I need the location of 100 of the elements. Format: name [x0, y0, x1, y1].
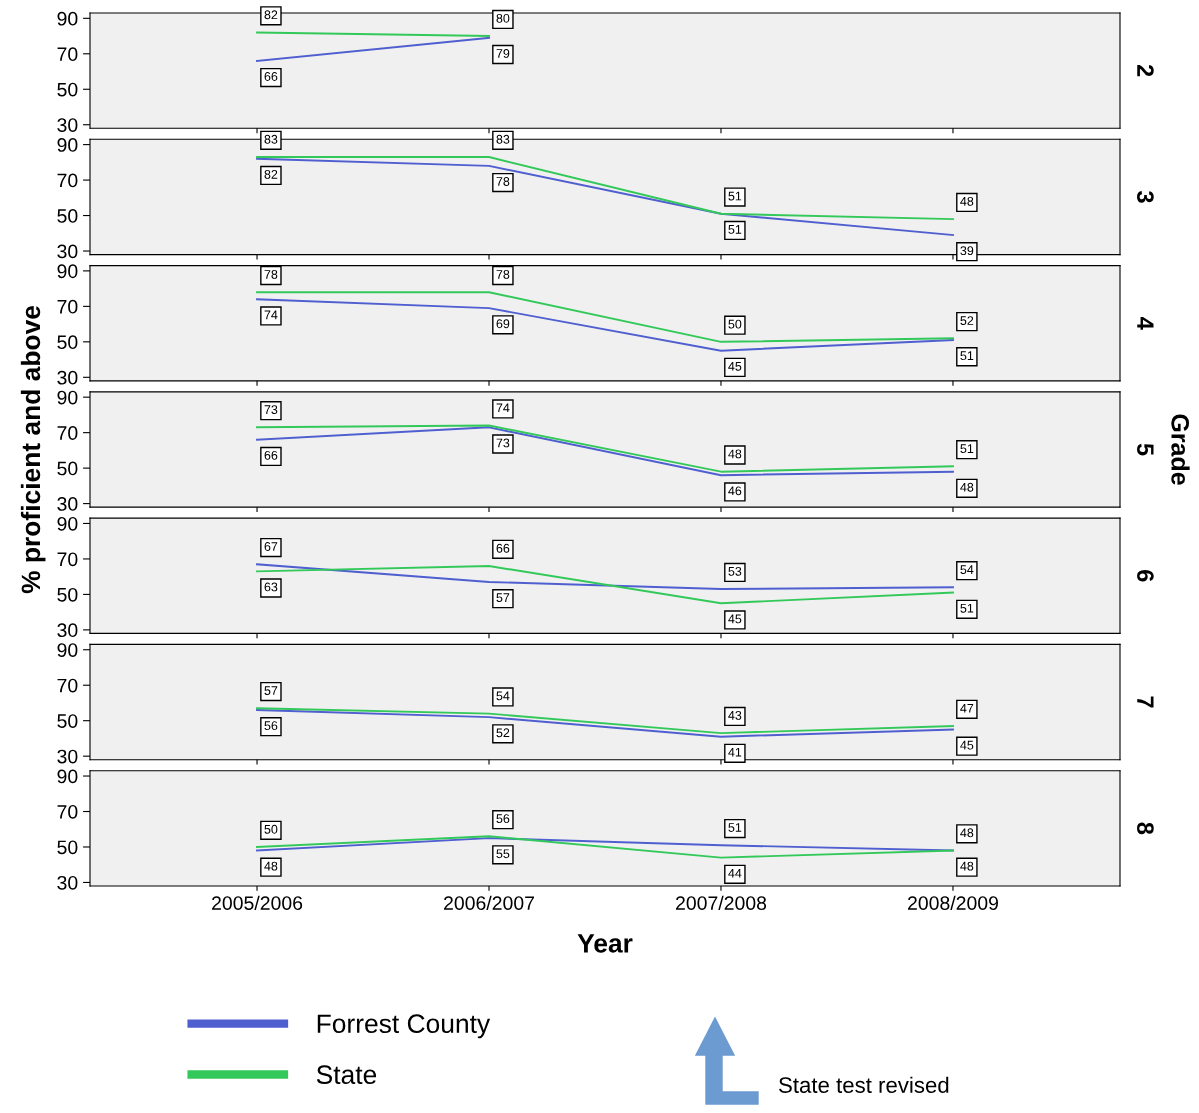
y-axis-title: % proficient and above — [20, 305, 46, 594]
y2-axis-title: 4 — [1137, 317, 1154, 330]
y-tick-label: 70 — [57, 47, 78, 62]
y-tick-label: 70 — [57, 804, 78, 819]
line-series — [256, 565, 954, 605]
y-tick-label: 30 — [57, 875, 78, 890]
data-label: 66 — [264, 72, 278, 81]
line-series — [256, 157, 954, 237]
data-label: 48 — [960, 482, 974, 492]
data-label: 51 — [960, 444, 974, 454]
data-label: 48 — [728, 449, 742, 459]
x-axis-title: Year — [577, 934, 633, 953]
data-label: 78 — [264, 270, 278, 279]
data-label: 50 — [264, 824, 278, 834]
x-tick-label: 2006/2007 — [444, 895, 534, 910]
data-label: 48 — [960, 861, 974, 871]
y-tick-label: 70 — [57, 299, 78, 314]
y-tick-label: 30 — [57, 497, 78, 511]
y-tick-label: 30 — [57, 118, 78, 132]
data-label: 45 — [728, 362, 742, 371]
data-label: 57 — [264, 686, 278, 695]
data-label: 45 — [728, 614, 742, 624]
data-label: 54 — [496, 691, 510, 701]
data-label: 63 — [264, 582, 278, 592]
data-label: 44 — [728, 868, 742, 878]
data-label: 82 — [264, 10, 278, 20]
y-tick-label: 70 — [57, 426, 78, 440]
data-label: 56 — [264, 721, 278, 731]
y-tick-label: 50 — [57, 714, 78, 728]
legend-label: State — [316, 1065, 377, 1085]
y-tick-label: 50 — [57, 209, 78, 223]
y-tick-label: 90 — [57, 138, 78, 152]
line-series — [256, 298, 954, 352]
data-label: 51 — [960, 603, 974, 613]
data-label: 45 — [960, 740, 974, 750]
y-tick-label: 50 — [57, 335, 78, 350]
data-label: 67 — [264, 542, 278, 551]
data-label: 48 — [960, 828, 974, 838]
y2-axis-title: 7 — [1137, 696, 1154, 708]
y-tick-label: 90 — [57, 264, 78, 279]
data-label: 56 — [496, 814, 510, 824]
y-tick-label: 70 — [57, 678, 78, 693]
line-series — [256, 563, 954, 591]
y-tick-label: 70 — [57, 173, 78, 188]
data-label: 73 — [496, 438, 510, 448]
y-tick-label: 90 — [57, 390, 78, 405]
data-label: 82 — [264, 169, 278, 179]
y2-axis-title: 8 — [1137, 822, 1154, 835]
data-label: 78 — [496, 177, 510, 186]
data-label: 46 — [728, 486, 742, 496]
data-label: 43 — [728, 710, 742, 720]
y2-axis-title: 6 — [1137, 570, 1154, 582]
data-label: 55 — [496, 849, 510, 859]
x-tick-label: 2008/2009 — [908, 895, 999, 910]
data-label: 54 — [960, 565, 974, 574]
data-label: 78 — [496, 270, 510, 279]
y-tick-label: 50 — [57, 461, 78, 476]
data-label: 52 — [960, 316, 974, 325]
data-label: 51 — [728, 225, 742, 234]
text: Grade — [1171, 414, 1190, 485]
data-label: 80 — [496, 13, 510, 23]
text: State test revised — [779, 1076, 949, 1093]
y-tick-label: 90 — [57, 769, 78, 784]
data-label: 66 — [496, 543, 510, 553]
data-label: 66 — [264, 450, 278, 460]
data-label: 52 — [496, 728, 510, 738]
x-tick-label: 2005/2006 — [212, 895, 303, 910]
y-tick-label: 70 — [57, 552, 78, 567]
y2-axis-title: 3 — [1136, 190, 1154, 203]
data-label: 51 — [960, 351, 974, 361]
y-tick-label: 90 — [57, 643, 78, 657]
data-label: 51 — [728, 191, 742, 201]
x-tick-label: 2007/2008 — [676, 895, 767, 910]
y-tick-label: 90 — [57, 516, 78, 531]
y-tick-label: 30 — [57, 244, 78, 259]
data-label: 48 — [960, 196, 974, 206]
y-tick-label: 50 — [57, 82, 78, 97]
y2-axis-title: 2 — [1137, 64, 1154, 77]
y-tick-label: 30 — [57, 749, 78, 764]
y-tick-label: 30 — [57, 623, 78, 638]
data-label: 53 — [728, 566, 742, 576]
data-label: 73 — [264, 405, 278, 415]
data-label: 48 — [264, 861, 278, 871]
line-series — [256, 835, 954, 859]
data-label: 83 — [264, 134, 278, 144]
data-label: 47 — [960, 703, 974, 713]
y2-axis-title: 5 — [1137, 443, 1154, 456]
data-label: 79 — [496, 49, 510, 58]
y-tick-label: 50 — [57, 840, 78, 855]
y-tick-label: 30 — [57, 370, 78, 385]
data-label: 83 — [496, 134, 510, 144]
data-label: 51 — [728, 823, 742, 832]
data-label: 69 — [496, 319, 510, 329]
y-tick-label: 50 — [57, 587, 78, 602]
data-label: 50 — [728, 319, 742, 329]
data-label: 57 — [496, 593, 510, 603]
data-label: 41 — [728, 747, 742, 757]
legend-label: Forrest County — [317, 1014, 491, 1039]
data-label: 74 — [264, 310, 278, 320]
y-tick-label: 90 — [57, 11, 78, 26]
